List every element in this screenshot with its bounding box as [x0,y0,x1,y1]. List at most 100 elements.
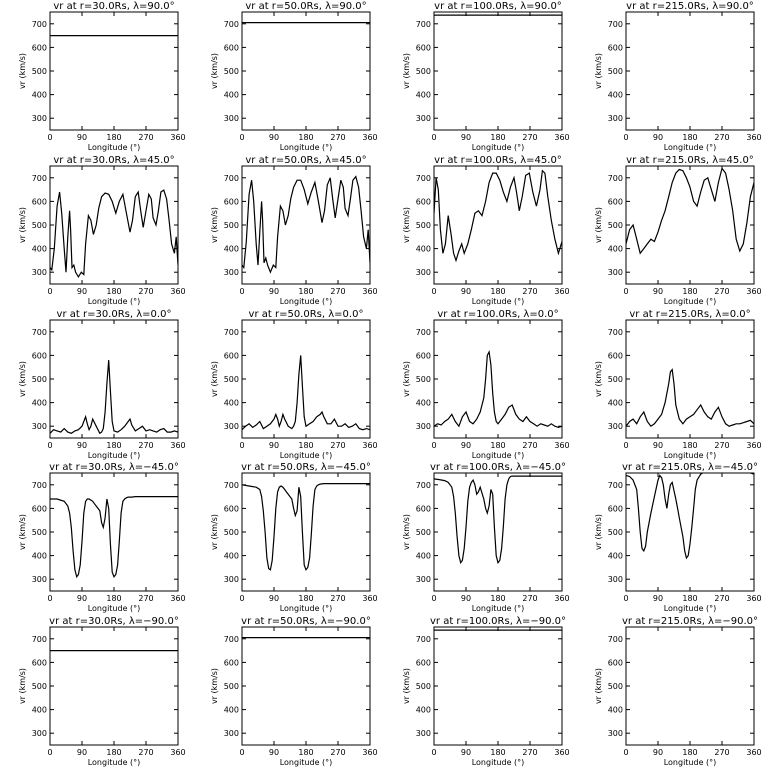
x-tick-label: 0 [623,133,628,142]
subplot-title: vr at r=100.0Rs, λ=−45.0° [430,462,566,473]
x-tick-label: 90 [461,287,471,296]
x-tick-label: 0 [47,441,52,450]
x-tick-label: 180 [682,748,697,757]
x-axis-label: Longitude (°) [88,143,141,152]
x-tick-label: 270 [330,594,345,603]
x-tick-label: 90 [269,748,279,757]
x-tick-label: 270 [138,133,153,142]
subplot-r3-c0: vr at r=30.0Rs, λ=−45.0° 0 90 180 270 360 300 4… [18,462,186,613]
x-tick-label: 270 [522,133,537,142]
series-line [626,167,754,255]
subplot-title: vr at r=50.0Rs, λ=−90.0° [241,616,371,627]
y-axis-label: vr (km/s) [210,207,219,243]
y-tick-label: 500 [416,375,431,384]
y-tick-label: 400 [416,706,431,715]
x-tick-label: 270 [330,441,345,450]
x-axis-label: Longitude (°) [280,451,333,460]
x-tick-label: 180 [490,748,505,757]
y-tick-label: 700 [608,481,623,490]
x-tick-label: 180 [106,287,121,296]
x-tick-label: 360 [746,594,761,603]
x-tick-label: 360 [554,287,569,296]
y-axis-label: vr (km/s) [18,53,27,89]
plot-frame [49,319,179,439]
plot-frame [241,165,371,285]
y-tick-label: 400 [416,245,431,254]
subplot-r2-c0: vr at r=30.0Rs, λ=0.0° 0 90 180 270 360 300 400… [18,309,186,460]
x-tick-label: 270 [138,287,153,296]
x-tick-label: 270 [714,133,729,142]
x-tick-label: 90 [269,287,279,296]
y-tick-label: 600 [224,197,239,206]
y-axis-label: vr (km/s) [594,668,603,704]
y-tick-label: 500 [416,682,431,691]
y-tick-label: 700 [32,20,47,29]
y-tick-label: 500 [416,67,431,76]
x-tick-label: 270 [522,441,537,450]
x-tick-label: 360 [170,748,185,757]
x-tick-label: 90 [77,748,87,757]
x-tick-label: 270 [714,594,729,603]
x-tick-label: 270 [714,748,729,757]
y-tick-label: 300 [608,268,623,277]
y-tick-label: 400 [608,706,623,715]
x-axis-label: Longitude (°) [280,297,333,306]
subplot-title: vr at r=50.0Rs, λ=−45.0° [241,462,371,473]
y-tick-label: 700 [32,635,47,644]
y-tick-label: 300 [416,268,431,277]
x-axis-label: Longitude (°) [280,143,333,152]
x-tick-label: 360 [170,441,185,450]
x-tick-label: 0 [431,748,436,757]
y-axis-label: vr (km/s) [210,668,219,704]
y-tick-label: 500 [416,528,431,537]
y-tick-label: 500 [32,375,47,384]
y-tick-label: 700 [608,635,623,644]
y-tick-label: 400 [416,91,431,100]
x-tick-label: 360 [362,748,377,757]
x-tick-label: 180 [490,133,505,142]
y-tick-label: 700 [224,20,239,29]
series-line [626,368,754,428]
y-tick-label: 500 [224,67,239,76]
series-line [434,169,562,263]
x-axis-label: Longitude (°) [664,758,717,767]
y-tick-label: 600 [416,351,431,360]
y-tick-label: 400 [608,552,623,561]
series-line [50,360,178,435]
y-tick-label: 400 [608,399,623,408]
y-tick-label: 600 [32,43,47,52]
x-axis-label: Longitude (°) [472,143,525,152]
y-tick-label: 700 [32,481,47,490]
y-tick-label: 600 [32,504,47,513]
x-tick-label: 90 [269,133,279,142]
x-axis-label: Longitude (°) [280,604,333,613]
x-tick-label: 270 [138,594,153,603]
x-axis-label: Longitude (°) [664,143,717,152]
y-axis-label: vr (km/s) [402,207,411,243]
series-line [242,355,370,431]
x-tick-label: 360 [554,748,569,757]
y-tick-label: 500 [32,221,47,230]
x-tick-label: 270 [330,133,345,142]
subplot-title: vr at r=215.0Rs, λ=90.0° [626,1,754,12]
plot-frame [433,626,563,746]
plot-frame [49,472,179,592]
plot-frame [49,11,179,131]
x-tick-label: 0 [431,594,436,603]
y-tick-label: 600 [32,351,47,360]
subplot-r1-c2: vr at r=100.0Rs, λ=45.0° 0 90 180 270 360 300 4… [402,155,570,306]
y-tick-label: 600 [416,197,431,206]
x-tick-label: 270 [522,594,537,603]
y-tick-label: 600 [224,504,239,513]
y-axis-label: vr (km/s) [402,361,411,397]
x-tick-label: 0 [47,287,52,296]
subplot-title: vr at r=30.0Rs, λ=90.0° [53,1,174,12]
y-tick-label: 300 [416,729,431,738]
y-tick-label: 300 [416,422,431,431]
y-tick-label: 700 [416,174,431,183]
x-tick-label: 180 [682,594,697,603]
x-tick-label: 180 [298,133,313,142]
y-tick-label: 500 [608,221,623,230]
y-tick-label: 600 [224,351,239,360]
